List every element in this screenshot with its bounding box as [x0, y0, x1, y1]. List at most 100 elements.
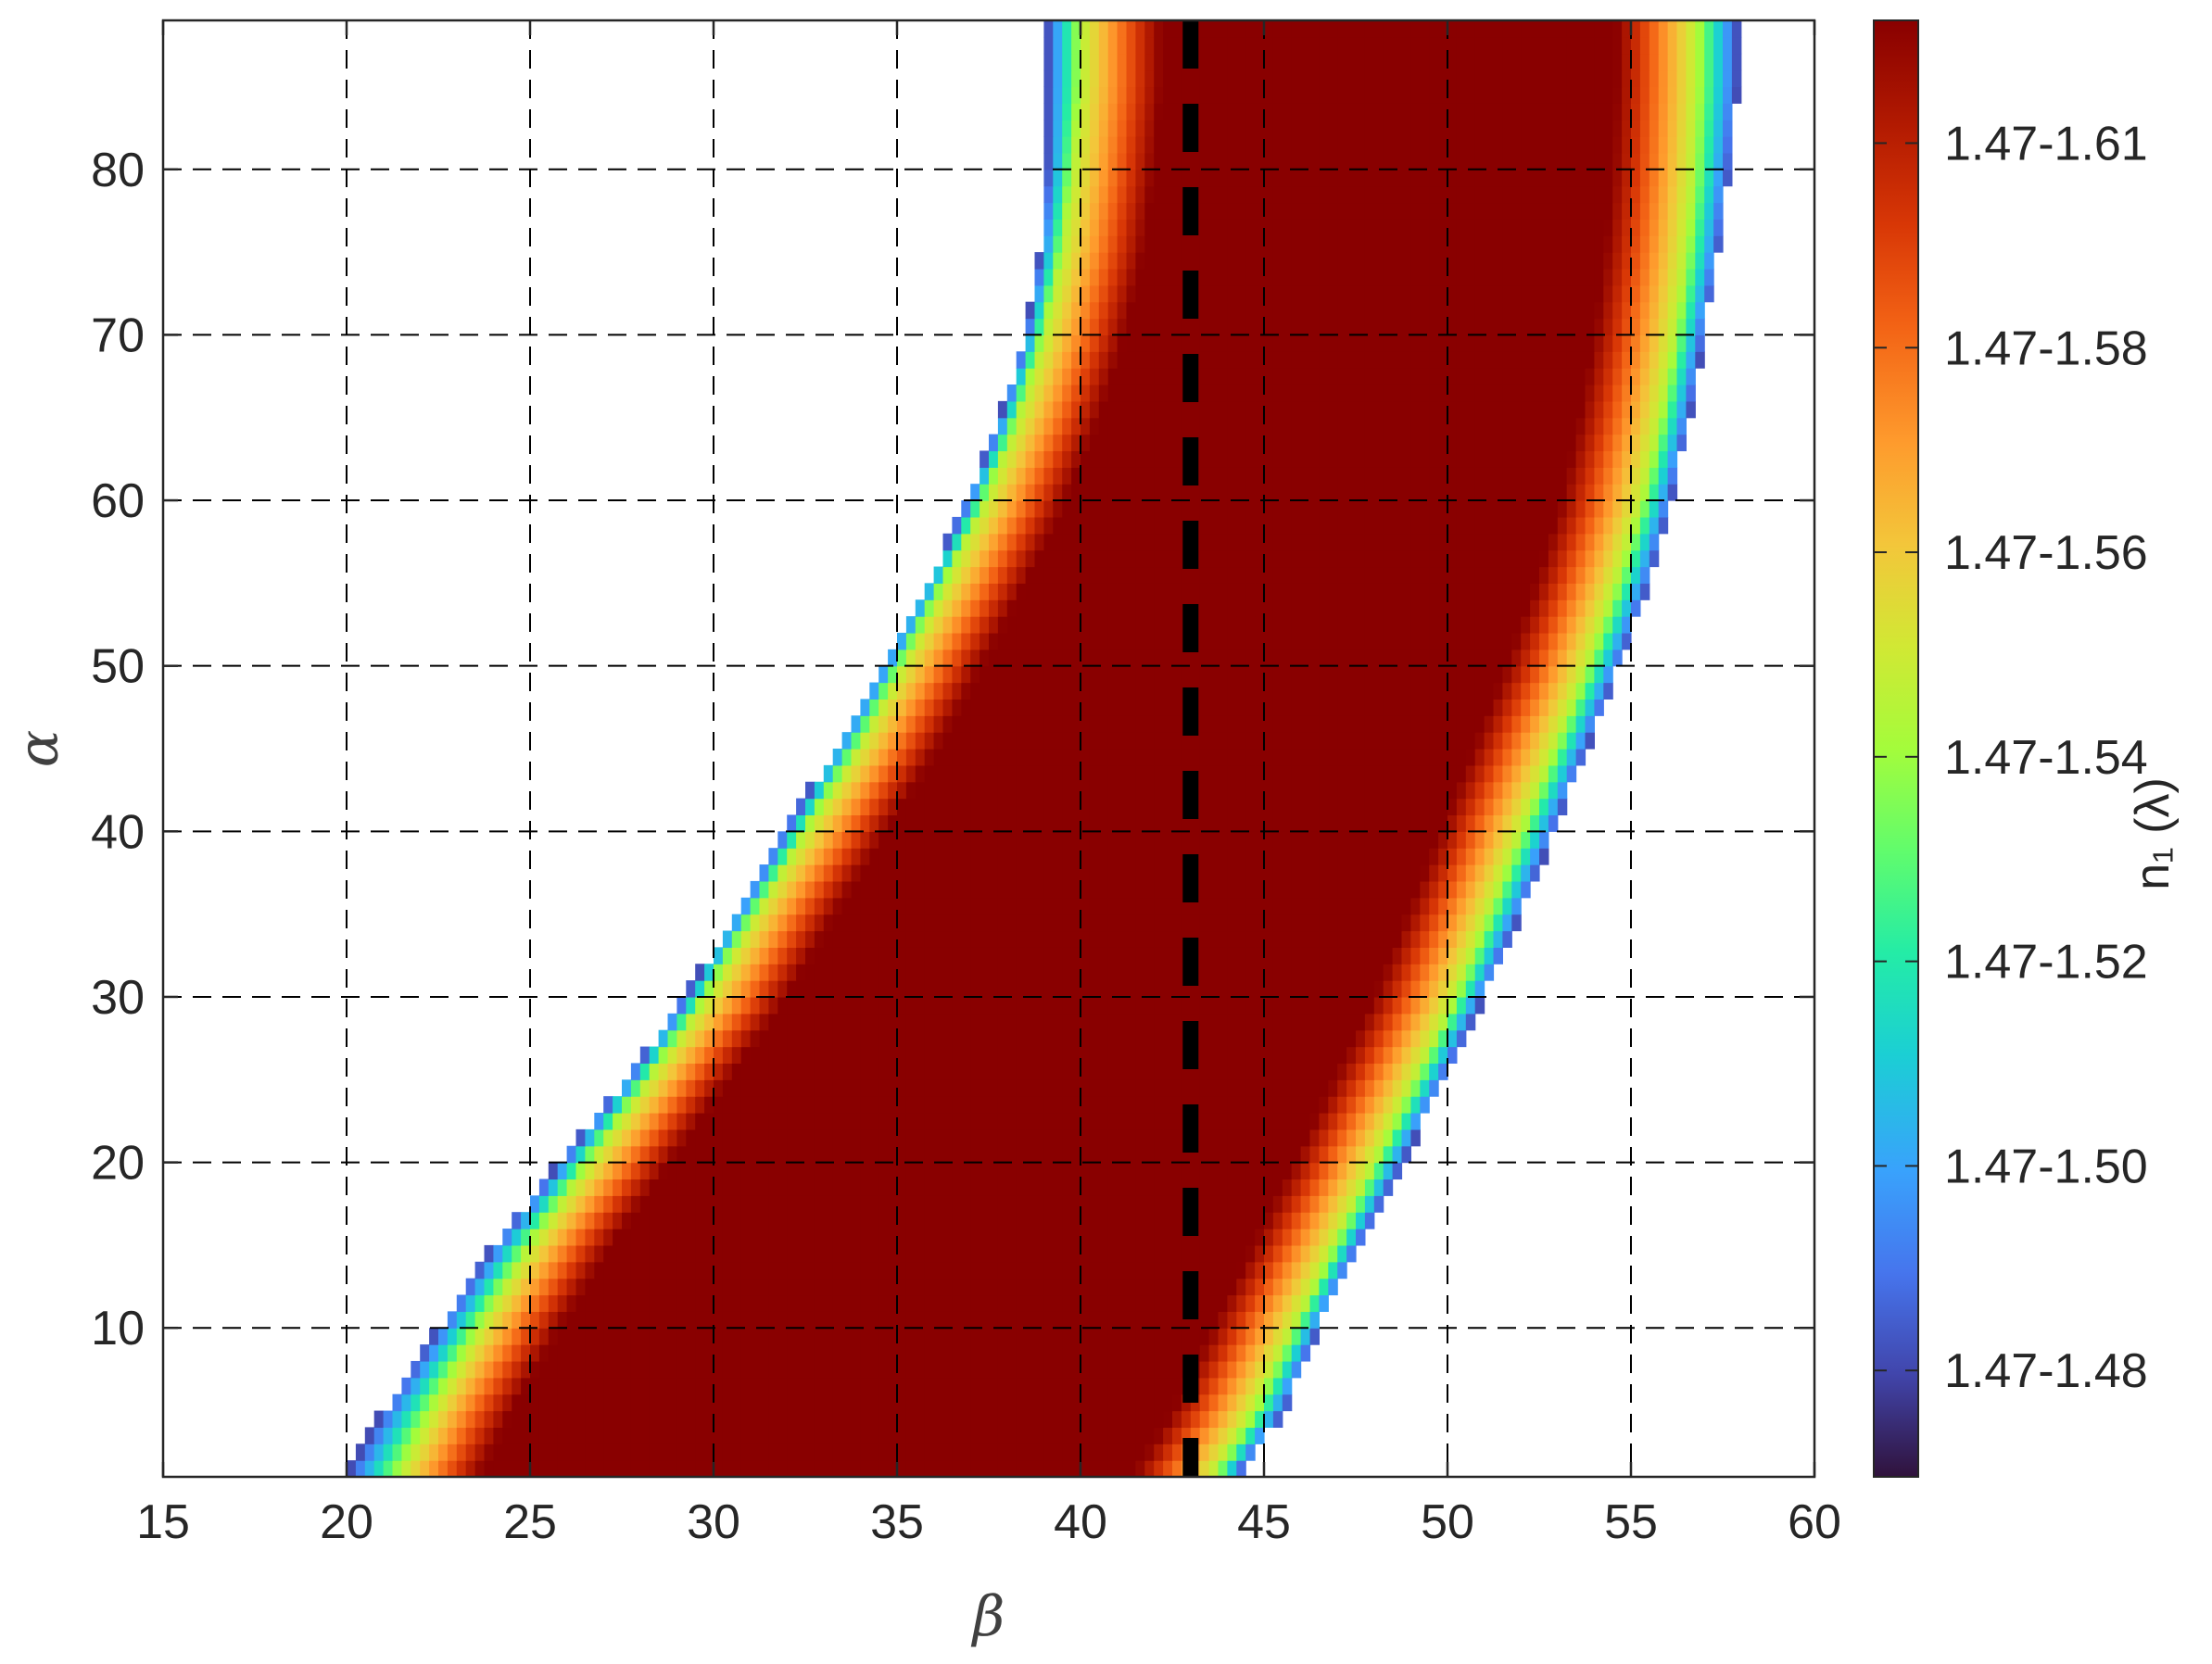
heat-cell: [1373, 798, 1384, 816]
heat-cell: [1364, 1179, 1375, 1196]
heat-cell: [1447, 914, 1458, 932]
heat-cell: [860, 1410, 870, 1429]
heat-cell: [1089, 1393, 1100, 1412]
heat-cell: [878, 764, 889, 783]
heat-cell: [585, 1212, 595, 1229]
heat-cell: [759, 897, 769, 915]
heat-cell: [704, 1377, 714, 1395]
heat-cell: [1401, 880, 1411, 899]
heat-cell: [1356, 798, 1366, 816]
heat-cell: [1392, 566, 1403, 584]
heat-cell: [538, 1212, 550, 1229]
heat-cell: [1255, 1029, 1265, 1048]
heat-cell: [1006, 897, 1018, 915]
heat-cell: [869, 781, 879, 800]
heat-cell: [1081, 682, 1091, 700]
heat-cell: [704, 1113, 714, 1130]
heat-cell: [1300, 566, 1311, 584]
heat-cell: [888, 732, 898, 750]
heat-cell: [1227, 1128, 1237, 1147]
heat-cell: [768, 1229, 778, 1246]
heat-cell: [970, 1079, 980, 1097]
heat-cell: [869, 1460, 879, 1477]
heat-cell: [465, 1427, 476, 1444]
heat-cell: [1172, 980, 1182, 998]
heat-cell: [924, 1145, 935, 1164]
heat-cell: [1043, 583, 1054, 600]
heat-cell: [970, 880, 980, 899]
heat-cell: [924, 1278, 935, 1296]
heat-cell: [1364, 914, 1375, 932]
heat-cell: [1117, 649, 1128, 667]
heat-cell: [1126, 1013, 1136, 1031]
heat-cell: [942, 1179, 953, 1196]
heat-cell: [1309, 798, 1320, 816]
heat-cell: [832, 1046, 843, 1065]
heat-cell: [1227, 715, 1237, 733]
heat-cell: [695, 1311, 705, 1329]
heat-cell: [980, 583, 990, 600]
heat-cell: [1539, 699, 1549, 716]
heat-cell: [722, 1344, 733, 1362]
heat-cell: [942, 814, 953, 832]
heat-cell: [1309, 1212, 1320, 1229]
heat-cell: [1502, 549, 1512, 568]
heat-cell: [1392, 715, 1403, 733]
heat-cell: [1081, 599, 1091, 617]
heat-cell: [1062, 1029, 1072, 1048]
heat-cell: [970, 1212, 980, 1229]
heat-cell: [915, 749, 926, 766]
heat-cell: [1236, 996, 1246, 1015]
heat-cell: [1337, 1013, 1347, 1031]
heat-cell: [1548, 749, 1559, 766]
heat-cell: [1117, 1427, 1128, 1444]
heat-cell: [474, 1311, 486, 1329]
heat-cell: [1465, 632, 1476, 650]
heat-cell: [1484, 649, 1495, 667]
heat-cell: [888, 897, 898, 915]
heat-cell: [622, 1261, 632, 1280]
heat-cell: [869, 1079, 879, 1097]
heat-cell: [832, 1278, 843, 1296]
heat-cell: [686, 1096, 696, 1114]
heat-cell: [1081, 1063, 1091, 1080]
heat-cell: [897, 1311, 907, 1329]
heat-cell: [1245, 1244, 1256, 1263]
heat-cell: [649, 1443, 660, 1461]
heat-cell: [1420, 549, 1430, 568]
heat-cell: [512, 1328, 522, 1345]
heat-cell: [1144, 1096, 1155, 1114]
heat-cell: [1081, 749, 1091, 766]
heat-cell: [970, 1261, 980, 1280]
heat-cell: [613, 1294, 623, 1312]
heat-cell: [1364, 749, 1375, 766]
heat-cell: [1291, 1029, 1302, 1048]
heat-cell: [1300, 930, 1311, 948]
heat-cell: [1420, 880, 1430, 899]
heat-cell: [942, 1145, 953, 1164]
heat-cell: [1484, 749, 1495, 766]
heat-cell: [980, 1311, 990, 1329]
heat-cell: [1107, 1212, 1119, 1229]
heat-cell: [630, 1261, 641, 1280]
heat-cell: [1117, 1013, 1128, 1031]
heat-cell: [841, 1360, 853, 1379]
heat-cell: [1117, 1410, 1128, 1429]
heat-cell: [401, 1377, 411, 1395]
heat-cell: [548, 1328, 559, 1345]
heat-cell: [1089, 1013, 1100, 1031]
heat-cell: [1199, 549, 1210, 568]
heat-cell: [1356, 831, 1366, 849]
heat-cell: [814, 1311, 825, 1329]
heat-cell: [933, 781, 944, 800]
heat-cell: [989, 1460, 999, 1477]
heat-cell: [1401, 831, 1411, 849]
heat-cell: [1144, 1128, 1155, 1147]
heat-cell: [1218, 566, 1228, 584]
heat-cell: [1154, 583, 1164, 600]
heat-cell: [869, 682, 879, 700]
heat-cell: [364, 1427, 375, 1444]
heat-cell: [1502, 599, 1512, 617]
heat-cell: [502, 1244, 512, 1263]
heat-cell: [1053, 1128, 1063, 1147]
